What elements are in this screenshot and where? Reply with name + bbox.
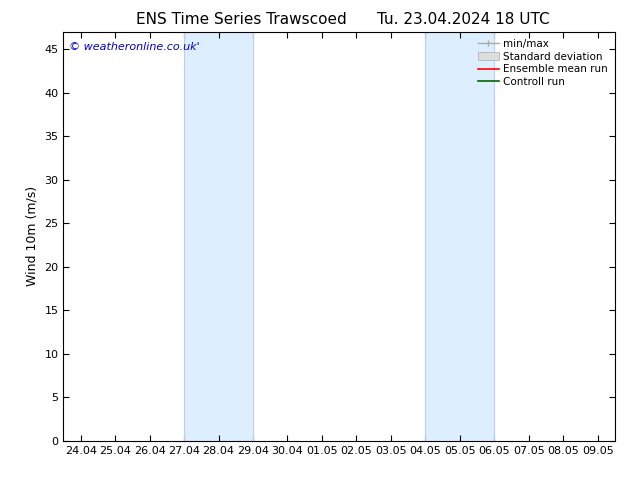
Bar [425, 32, 495, 441]
Text: Tu. 23.04.2024 18 UTC: Tu. 23.04.2024 18 UTC [377, 12, 549, 27]
Y-axis label: Wind 10m (m/s): Wind 10m (m/s) [26, 186, 39, 287]
Bar [184, 32, 253, 441]
Text: ENS Time Series Trawscoed: ENS Time Series Trawscoed [136, 12, 346, 27]
Legend: min/max, Standard deviation, Ensemble mean run, Controll run: min/max, Standard deviation, Ensemble me… [476, 37, 610, 89]
Text: © weatheronline.co.uk': © weatheronline.co.uk' [69, 42, 200, 52]
